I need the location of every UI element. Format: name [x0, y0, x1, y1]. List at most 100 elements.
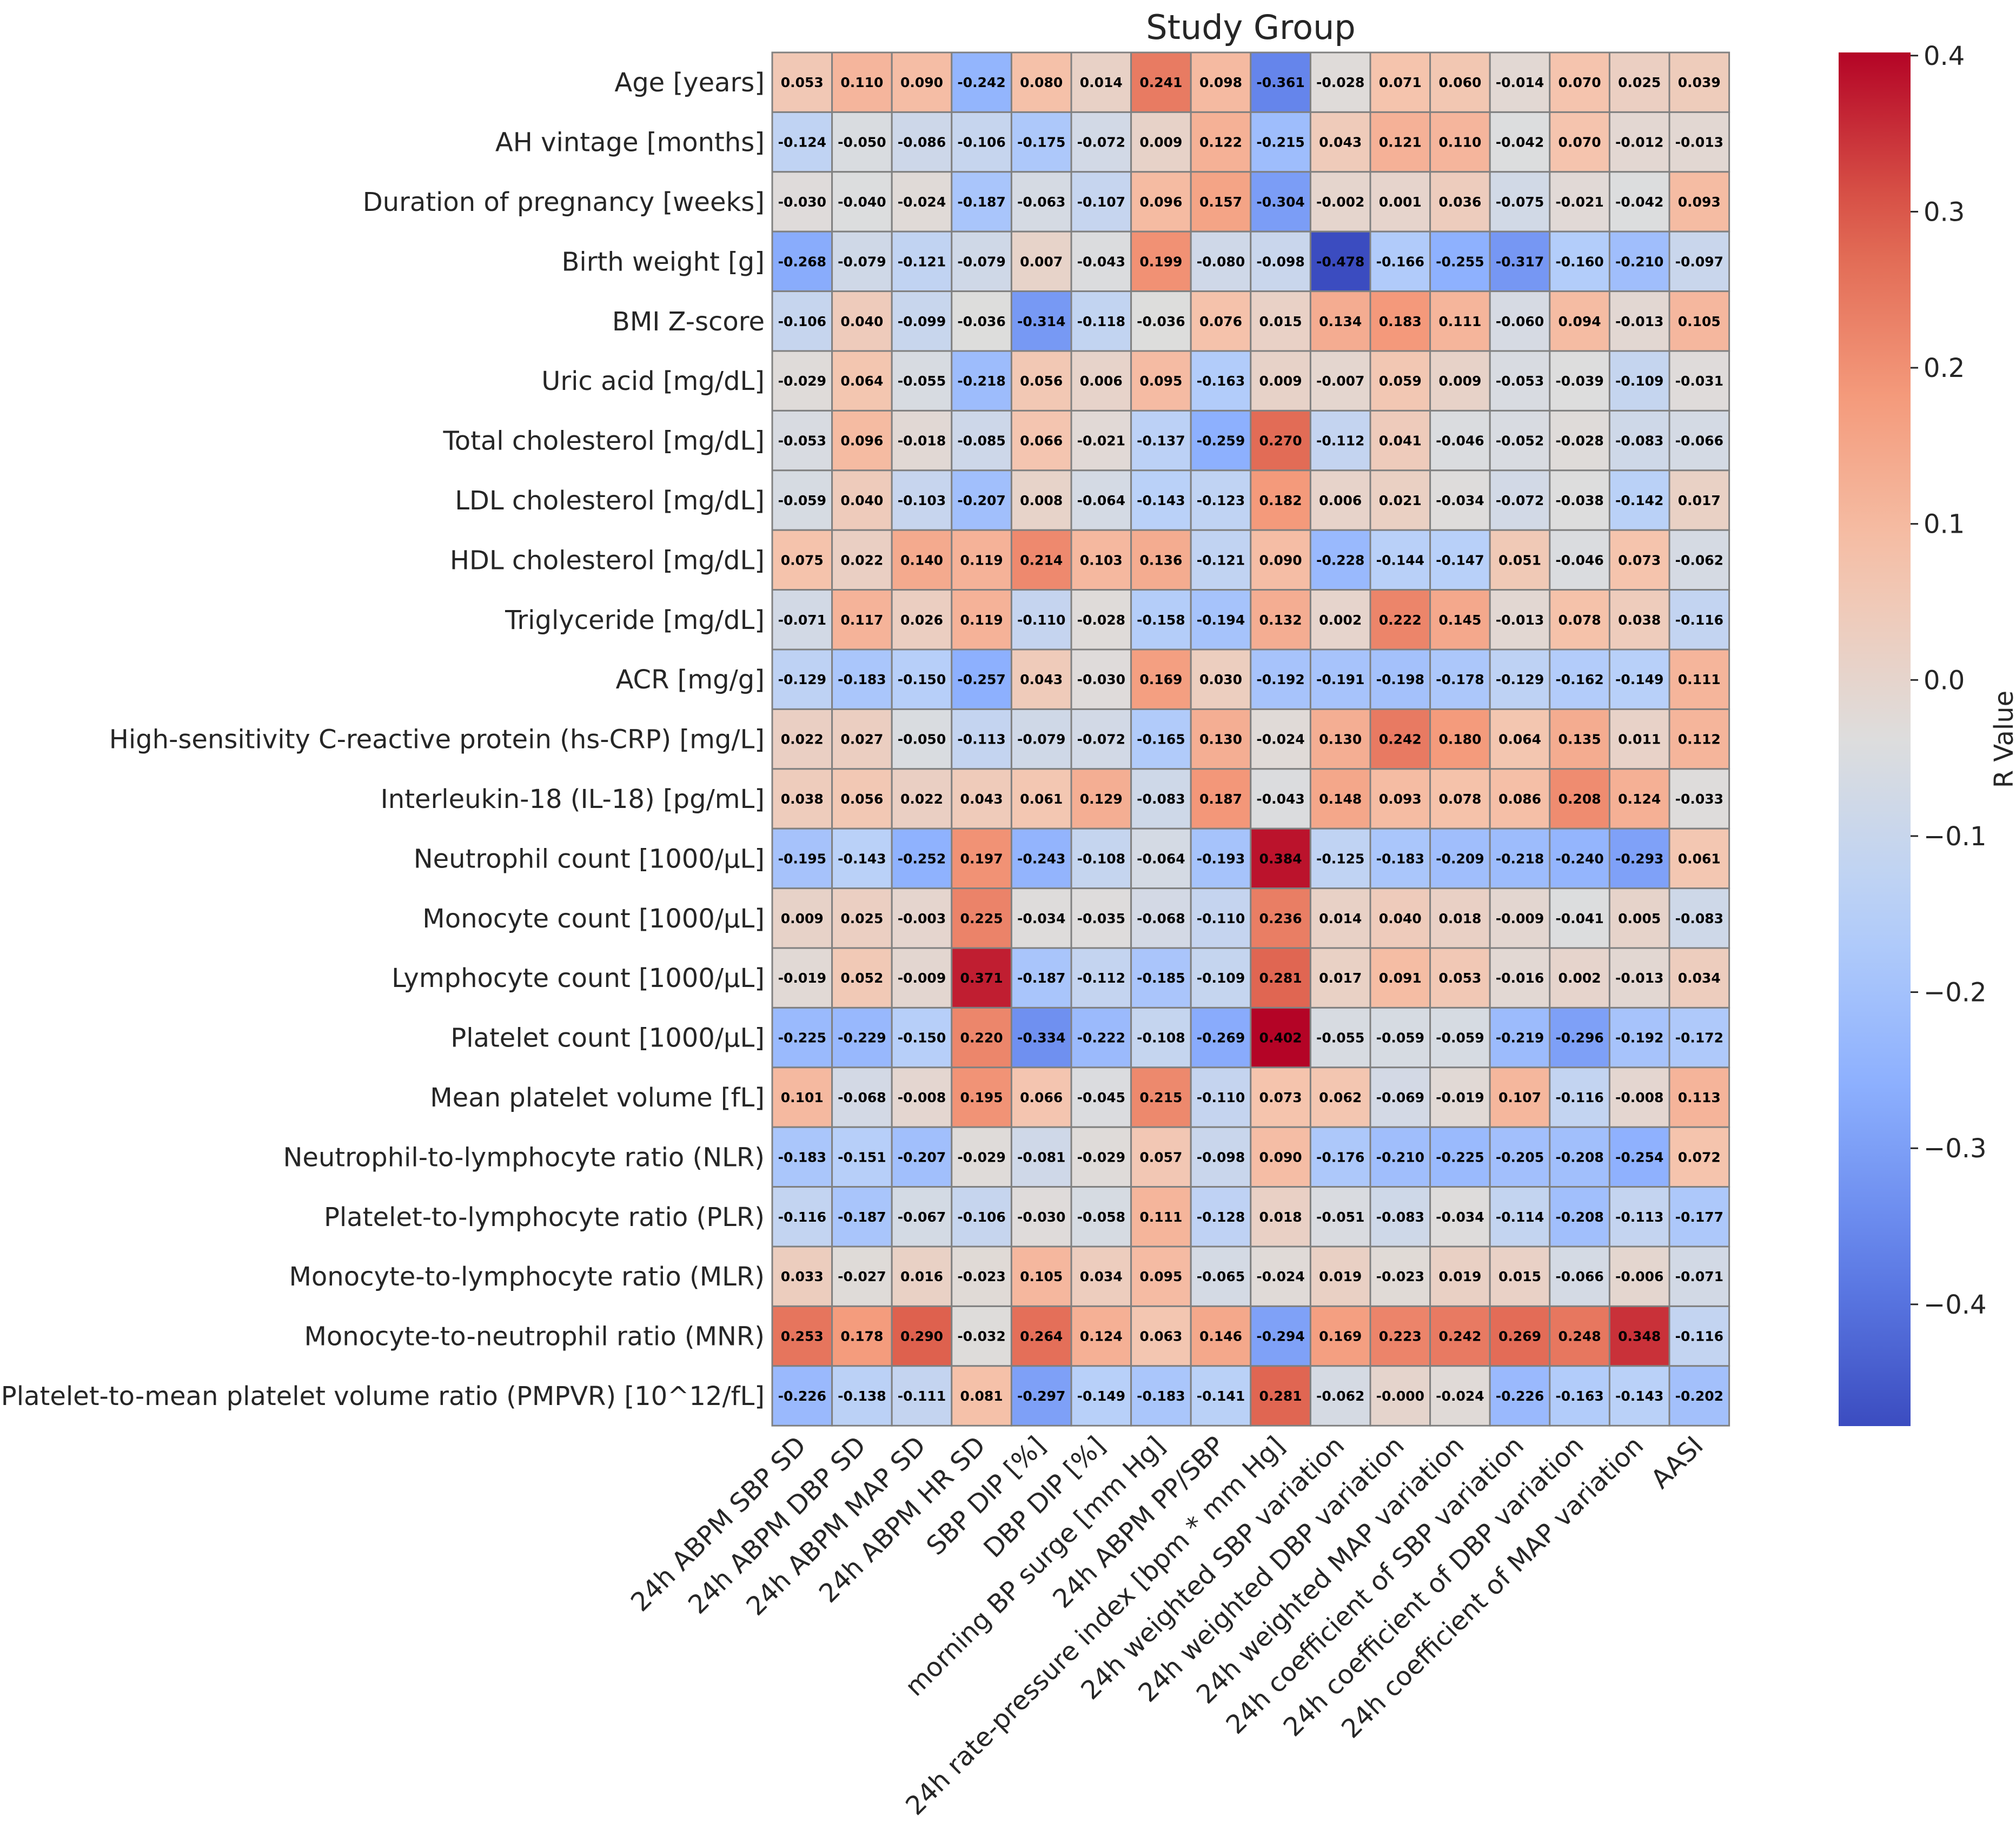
- cell-value-label: 0.135: [1559, 732, 1601, 747]
- row-label-hdl-cholesterol-mg-dl: HDL cholesterol [mg/dL]: [450, 545, 765, 575]
- heatmap-cell: [1489, 111, 1551, 173]
- cell-value-label: -0.143: [1137, 493, 1185, 508]
- cell-value-label: -0.106: [778, 314, 826, 329]
- cell-value-label: -0.138: [838, 1388, 886, 1404]
- cell-value-label: 0.002: [1319, 612, 1362, 628]
- heatmap-cell: [1668, 1006, 1730, 1069]
- cell-value-label: -0.118: [1077, 314, 1125, 329]
- heatmap-cell: [891, 290, 953, 352]
- cell-value-label: -0.016: [1496, 970, 1544, 986]
- cell-value-label: 0.182: [1259, 493, 1302, 508]
- heatmap-cell: [771, 768, 833, 830]
- heatmap-cell: [1489, 171, 1551, 233]
- cell-value-label: -0.108: [1137, 1030, 1185, 1046]
- heatmap-cells: 0.053 0.110 0.090 -0.242 0.080 0.014 0.241 0.09…: [771, 51, 1730, 1427]
- heatmap-cell: [1309, 1365, 1371, 1427]
- heatmap-cell: [831, 409, 893, 472]
- heatmap-cell: [951, 1365, 1012, 1427]
- cell-value-label: -0.187: [957, 194, 1005, 210]
- heatmap-cell: [951, 887, 1012, 949]
- heatmap-cell: [1369, 708, 1431, 770]
- cell-value-label: 0.215: [1139, 1090, 1182, 1105]
- heatmap-cell: [1608, 111, 1670, 173]
- cell-value-label: -0.068: [838, 1090, 886, 1105]
- cell-value-label: -0.046: [1555, 552, 1603, 568]
- cell-value-label: -0.304: [1256, 194, 1304, 210]
- cell-value-label: -0.143: [838, 851, 886, 866]
- cell-value-label: -0.046: [1436, 433, 1484, 449]
- cell-value-label: 0.090: [1259, 552, 1302, 568]
- cell-value-label: 0.026: [900, 612, 943, 628]
- cell-value-label: 0.111: [1678, 672, 1721, 687]
- heatmap-cell: [951, 350, 1012, 412]
- cell-value-label: -0.110: [1197, 1090, 1245, 1105]
- heatmap-cell: [1549, 529, 1610, 591]
- cell-value-label: -0.129: [778, 672, 826, 687]
- row-label-platelet-count-1000-l: Platelet count [1000/µL]: [450, 1023, 765, 1053]
- cell-value-label: -0.207: [957, 493, 1005, 508]
- heatmap-cell: [1489, 827, 1551, 890]
- row-label-ah-vintage-months: AH vintage [months]: [495, 128, 765, 158]
- cell-value-label: -0.269: [1197, 1030, 1245, 1046]
- cell-value-label: -0.215: [1256, 135, 1304, 150]
- heatmap-cell: [771, 1186, 833, 1248]
- heatmap-cell: [771, 409, 833, 472]
- heatmap-cell: [951, 768, 1012, 830]
- cell-value-label: 0.040: [1379, 911, 1422, 926]
- heatmap-cell: [831, 230, 893, 293]
- cell-value-label: 0.009: [1438, 373, 1481, 389]
- colorbar-tick-label: −0.4: [1924, 1290, 1987, 1320]
- cell-value-label: 0.075: [781, 552, 824, 568]
- heatmap-cell: [891, 708, 953, 770]
- cell-value-label: 0.098: [1199, 75, 1242, 90]
- cell-value-label: 0.006: [1080, 373, 1123, 389]
- heatmap-cell: [1668, 1245, 1730, 1307]
- heatmap-cell: [1429, 469, 1491, 531]
- cell-value-label: -0.019: [778, 970, 826, 986]
- cell-value-label: 0.348: [1618, 1329, 1661, 1344]
- heatmap-cell: [1668, 230, 1730, 293]
- cell-value-label: 0.095: [1139, 373, 1182, 389]
- row-label-monocyte-to-lymphocyte-ratio-mlr: Monocyte-to-lymphocyte ratio (MLR): [289, 1262, 765, 1292]
- cell-value-label: 0.051: [1498, 552, 1541, 568]
- heatmap-cell: [771, 111, 833, 173]
- cell-value-label: -0.065: [1197, 1269, 1245, 1284]
- heatmap-cell: [1070, 708, 1132, 770]
- cell-value-label: 0.007: [1020, 254, 1063, 269]
- heatmap-cell: [1010, 589, 1072, 651]
- heatmap-cell: [1250, 290, 1311, 352]
- cell-value-label: -0.114: [1496, 1209, 1544, 1225]
- cell-value-label: 0.025: [1618, 75, 1661, 90]
- cell-value-label: -0.175: [1017, 135, 1065, 150]
- heatmap-cell: [1369, 290, 1431, 352]
- heatmap-cell: [831, 827, 893, 890]
- colorbar-tick-label: 0.0: [1924, 665, 1965, 695]
- cell-value-label: -0.195: [778, 851, 826, 866]
- heatmap-cell: [1130, 1245, 1192, 1307]
- cell-value-label: -0.141: [1197, 1388, 1245, 1404]
- heatmap-cell: [1010, 111, 1072, 173]
- cell-value-label: 0.269: [1498, 1329, 1541, 1344]
- heatmap-cell: [891, 529, 953, 591]
- heatmap-cell: [1190, 887, 1252, 949]
- cell-value-label: 0.169: [1319, 1329, 1362, 1344]
- cell-value-label: 0.132: [1259, 612, 1302, 628]
- heatmap-cell: [891, 827, 953, 890]
- heatmap-cell: [1190, 350, 1252, 412]
- heatmap-cell: [1668, 827, 1730, 890]
- cell-value-label: -0.029: [778, 373, 826, 389]
- cell-value-label: -0.028: [1316, 75, 1364, 90]
- heatmap-cell: [1070, 1245, 1132, 1307]
- cell-value-label: 0.066: [1020, 1090, 1063, 1105]
- cell-value-label: -0.116: [1675, 1329, 1723, 1344]
- cell-value-label: -0.066: [1675, 433, 1723, 449]
- cell-value-label: -0.062: [1675, 552, 1723, 568]
- cell-value-label: 0.066: [1020, 433, 1063, 449]
- cell-value-label: -0.083: [1615, 433, 1663, 449]
- cell-value-label: -0.033: [1675, 791, 1723, 807]
- cell-value-label: -0.149: [1615, 672, 1663, 687]
- cell-value-label: -0.024: [1256, 732, 1304, 747]
- heatmap-cell: [1489, 230, 1551, 293]
- cell-value-label: 0.140: [900, 552, 943, 568]
